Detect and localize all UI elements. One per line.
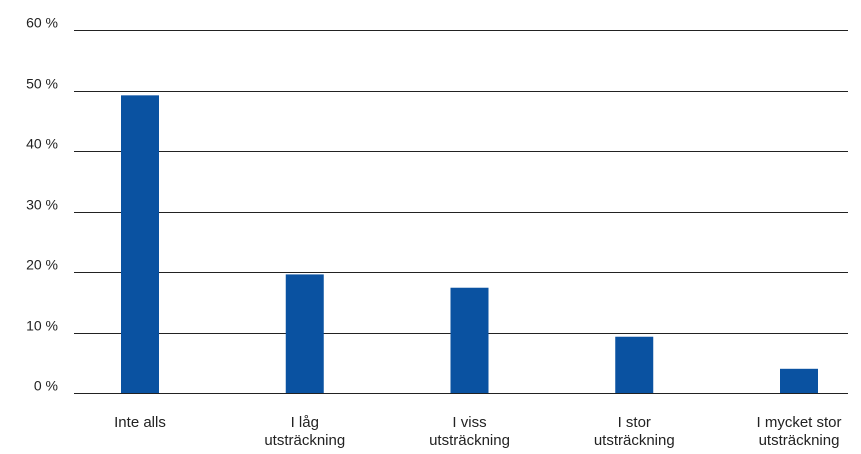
x-category-label: I mycket stor utsträckning — [756, 414, 841, 449]
x-category-label-line: I viss — [452, 414, 486, 431]
bar — [450, 287, 489, 393]
x-category-label: I låg utsträckning — [264, 414, 345, 449]
x-category-label-line: utsträckning — [759, 432, 840, 449]
y-axis-tick-labels: 0 % 10 % 20 % 30 % 40 % 50 % 60 % — [26, 15, 58, 394]
bar — [615, 336, 654, 393]
gridlines — [74, 30, 848, 394]
x-category-label-line: utsträckning — [264, 432, 345, 449]
y-tick-label: 10 % — [26, 318, 58, 334]
y-tick-label: 60 % — [26, 15, 58, 31]
x-category-label-line: utsträckning — [429, 432, 510, 449]
x-category-label-line: I mycket stor — [756, 414, 841, 431]
bar — [285, 274, 324, 393]
bars — [121, 95, 818, 393]
x-category-label-line: I låg — [291, 414, 319, 431]
x-category-label-line: utsträckning — [594, 432, 675, 449]
bar — [121, 95, 159, 393]
x-category-label: I viss utsträckning — [429, 414, 510, 449]
y-tick-label: 30 % — [26, 197, 58, 213]
bar — [780, 368, 818, 393]
x-category-label-line: I stor — [618, 414, 651, 431]
y-tick-label: 50 % — [26, 76, 58, 92]
x-category-label: I stor utsträckning — [594, 414, 675, 449]
y-tick-label: 20 % — [26, 257, 58, 273]
x-category-label-line: Inte alls — [114, 414, 166, 431]
x-category-label: Inte alls — [114, 414, 166, 431]
y-tick-label: 40 % — [26, 136, 58, 152]
y-tick-label: 0 % — [34, 378, 58, 394]
